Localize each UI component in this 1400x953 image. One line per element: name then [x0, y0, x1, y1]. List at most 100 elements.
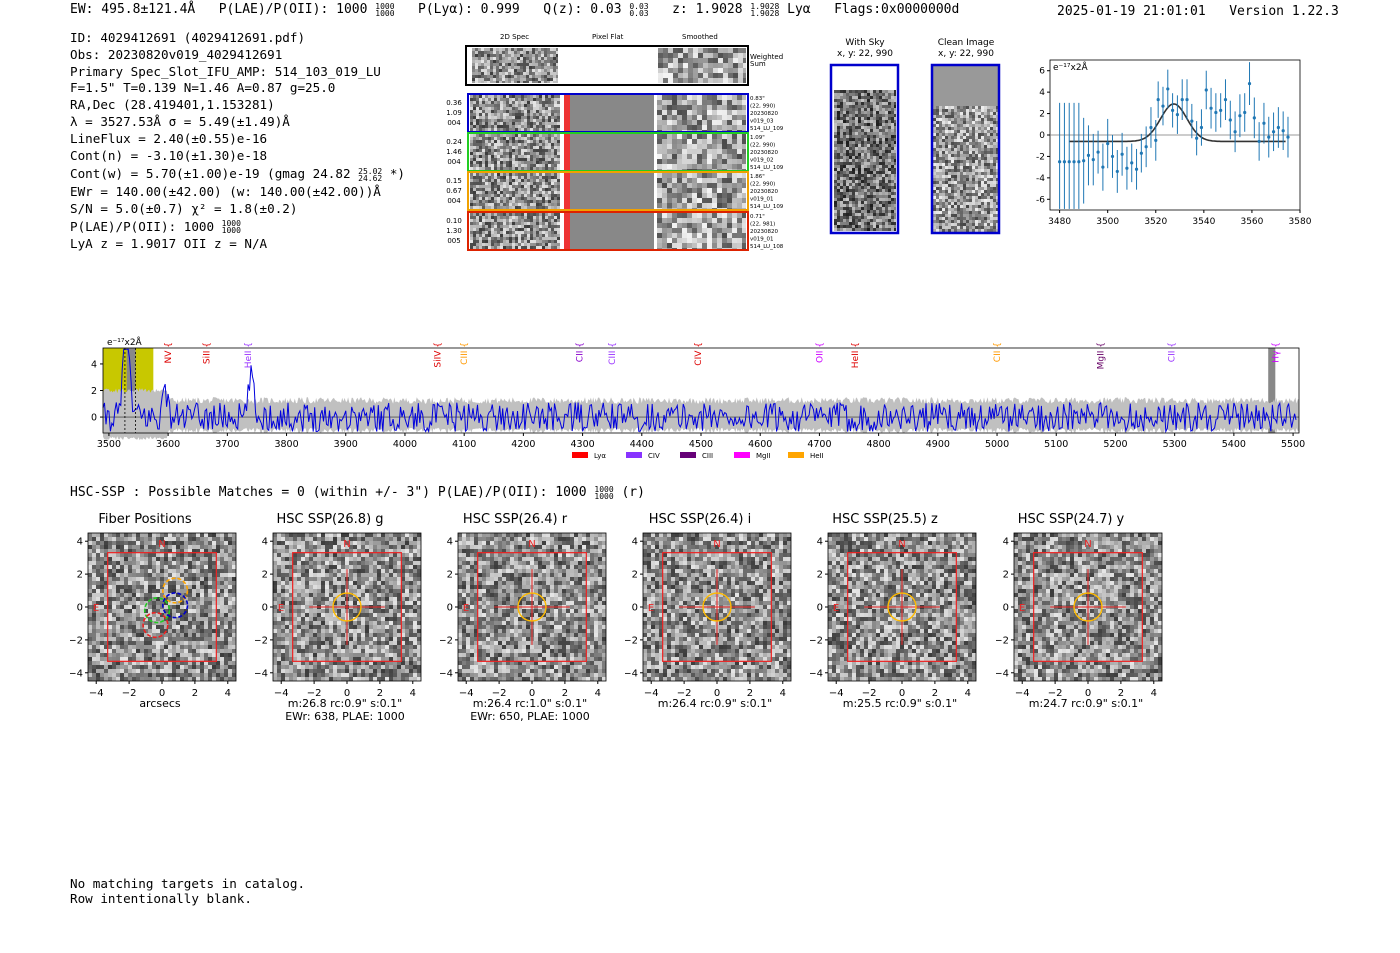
cutout-caption: m:26.4 rc:0.9" s:0.1" [630, 697, 800, 710]
fiber-row-2-divider [654, 173, 657, 209]
fiber-row-0-2d [470, 95, 560, 131]
cutout-search-box [477, 552, 587, 662]
cutout-ytick-label: 0 [632, 603, 638, 614]
fiber-row-2-flat [570, 173, 654, 209]
fiber-panel: 2D Spec Pixel Flat Smoothed Weighted Sum… [440, 32, 800, 257]
fiber-row-2-right-3: v019_01 [750, 197, 774, 203]
cutout-xtick-label: 0 [1085, 688, 1091, 699]
line-marker-6: CIII { [608, 342, 618, 365]
cutout-xtick-label: 4 [1151, 688, 1157, 699]
cutout-noise [1014, 533, 1162, 681]
cutout-ytick-label: 4 [447, 537, 453, 548]
zoom-xtick-label: 3580 [1289, 217, 1312, 227]
fiber-row-0-left-0: 0.36 [446, 99, 462, 107]
spectrum-xtick-label: 5400 [1222, 439, 1246, 450]
cutout-caption: m:25.5 rc:0.9" s:0.1" [815, 697, 985, 710]
cutout-xtick-label: 4 [410, 688, 416, 699]
east-label: E [1019, 603, 1025, 614]
fiber-circle-0 [143, 597, 171, 624]
fiber-row-1-right-1: (22, 990) [750, 143, 775, 149]
cutout-4: HSC SSP(25.5) z N E −4 −4 −2 −2 0 0 2 2 4 4 m:25.5 rc… [810, 510, 980, 725]
cutout-ytick-label: 4 [262, 537, 268, 548]
east-label: E [833, 603, 839, 614]
cutout-caption-line1: arcsecs [139, 697, 181, 710]
cutout-noise [828, 533, 976, 681]
zoom-point [1072, 160, 1076, 164]
zoom-point [1190, 119, 1194, 123]
fiber-row-0-flat [570, 95, 654, 131]
zoom-point [1276, 125, 1280, 130]
header-meta: 2025-01-19 21:01:01 Version 1.22.3 [1057, 4, 1339, 19]
zoom-point [1154, 138, 1158, 142]
zoom-ytick-label: -4 [1036, 174, 1045, 184]
east-label: E [93, 603, 99, 614]
aperture-circle [1073, 592, 1103, 622]
header-ew: EW: 495.8±121.4Å [70, 2, 196, 17]
zoom-ytick-label: -6 [1036, 195, 1045, 205]
fiber-row-3-left-0: 0.10 [446, 217, 462, 225]
cutout-ytick-label: 4 [1003, 537, 1009, 548]
hsc-hl-lo: 1000 [594, 491, 614, 501]
info-primary: Primary Spec_Slot_IFU_AMP: 514_103_019_L… [70, 63, 381, 79]
fiber-row-3-right-3: v019_01 [750, 237, 774, 243]
cutout-xtick-label: 0 [344, 688, 350, 699]
zoom-point [1247, 81, 1252, 86]
cutout-ytick-label: −4 [70, 668, 83, 679]
cutout-xtick-label: −4 [89, 688, 104, 699]
spectrum-xtick-label: 5200 [1103, 439, 1127, 450]
spectrum-ytick-label: 2 [91, 386, 97, 397]
cutout-ytick-label: 0 [817, 603, 823, 614]
fiber-row-2-left-0: 0.15 [446, 177, 462, 185]
fiber-row-2-smooth [657, 173, 746, 209]
fiber-row-3-flat [570, 213, 654, 249]
cutout-xtick-label: −4 [829, 688, 844, 699]
zoom-point [1175, 113, 1180, 117]
zoom-point [1144, 145, 1148, 149]
zoom-point [1233, 130, 1237, 134]
cutout-xtick-label: 0 [714, 688, 720, 699]
fiber-row-2-right-1: (22, 990) [750, 182, 775, 188]
cutout-ytick-label: 4 [817, 537, 823, 548]
fiber-row-3-left-1: 1.30 [446, 227, 462, 235]
cutout-xtick-label: 2 [1118, 688, 1124, 699]
spectrum-xtick-label: 4000 [393, 439, 417, 450]
line-marker-4: CIII { [460, 342, 470, 365]
fiber-row-2-frame [467, 171, 749, 211]
fiber-row-3-right-4: 514_LU_108 [750, 244, 784, 250]
clean-image-noise [933, 106, 998, 232]
cutout-xtick-label: −2 [862, 688, 877, 699]
fiber-row-1-divider [654, 134, 657, 170]
cutout-xtick-label: −2 [492, 688, 507, 699]
col-pixel-flat: Pixel Flat [592, 33, 624, 41]
north-label: N [343, 539, 350, 550]
fiber-row-1-left-1: 1.46 [446, 148, 462, 156]
cutout-ytick-label: 2 [77, 570, 83, 581]
info-lambda: λ = 3527.53Å σ = 5.49(±1.49)Å [70, 113, 290, 129]
north-label: N [528, 539, 535, 550]
zoom-xtick-label: 3560 [1240, 217, 1263, 227]
zoom-point [1125, 166, 1129, 170]
legend-swatch-1 [626, 452, 642, 458]
zoom-ytick-label: 6 [1039, 67, 1045, 77]
cutout-ytick-label: −2 [810, 635, 823, 646]
spectrum-xtick-label: 3500 [97, 439, 121, 450]
north-label: N [898, 539, 905, 550]
cutout-xtick-label: −2 [122, 688, 137, 699]
cutout-xtick-label: 4 [595, 688, 601, 699]
zoom-point [1252, 116, 1256, 120]
cutout-caption-line1: m:24.7 rc:0.9" s:0.1" [1028, 697, 1144, 710]
cutout-ytick-label: 2 [632, 570, 638, 581]
spectrum-xtick-label: 3600 [156, 439, 180, 450]
line-marker-8: OII { [815, 342, 825, 363]
spectrum-xtick-label: 3700 [215, 439, 239, 450]
col-2d-spec: 2D Spec [500, 33, 530, 41]
cutout-title: HSC SSP(26.4) r [462, 512, 568, 527]
cutout-caption-line2: EWr: 650, PLAE: 1000 [470, 710, 590, 723]
fiber-row-0-left-2: 004 [447, 119, 461, 127]
spectrum-xtick-label: 3900 [334, 439, 358, 450]
cutout-xtick-label: 0 [159, 688, 165, 699]
line-marker-5: CII { [576, 342, 586, 362]
cutout-search-box [292, 552, 402, 662]
zoom-point [1243, 110, 1247, 115]
cutout-title: HSC SSP(26.8) g [276, 512, 384, 527]
